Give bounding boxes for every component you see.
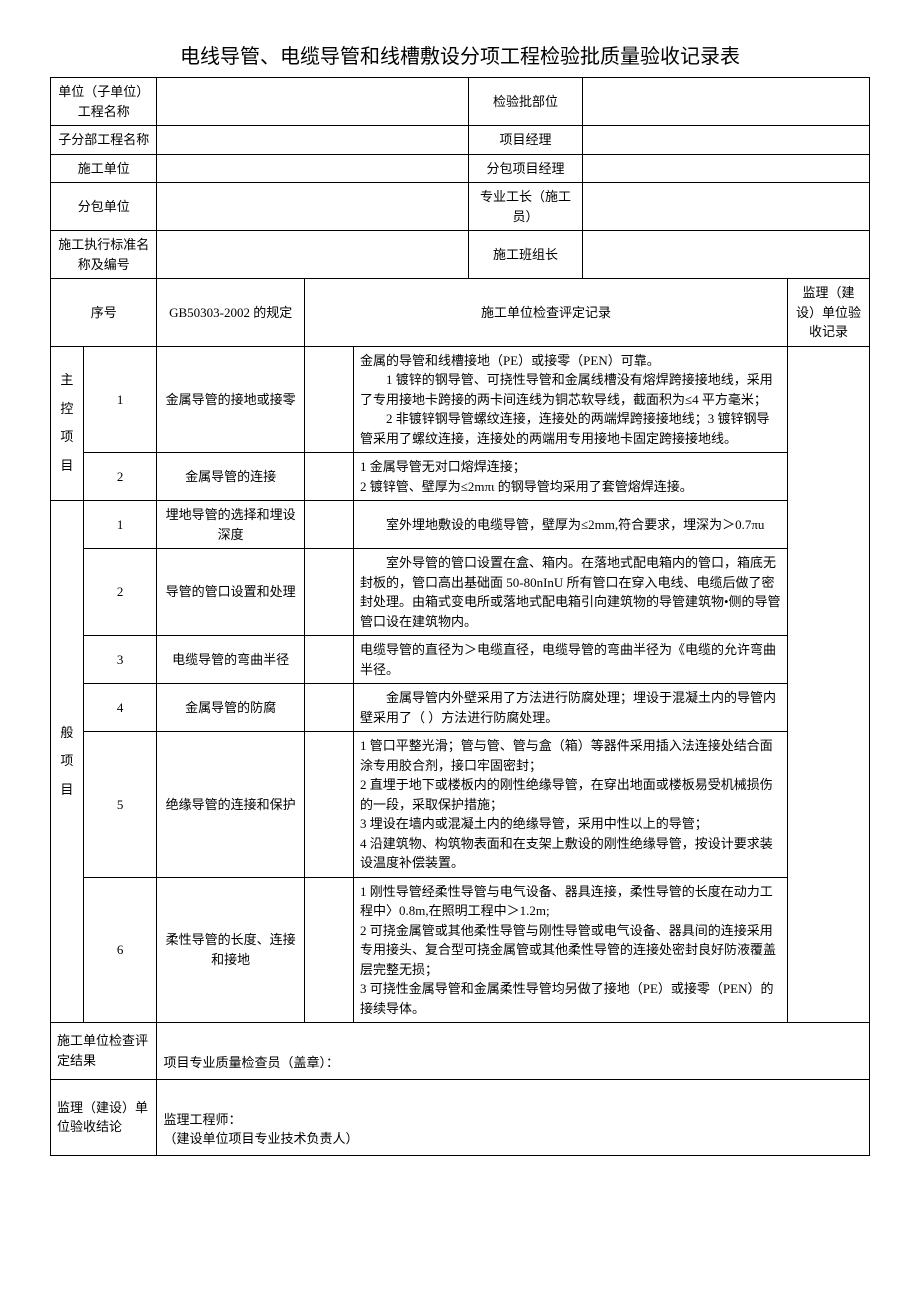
gen-row5-name: 绝缘导管的连接和保护 [157,732,304,878]
value-standard-name [157,231,468,279]
value-unit-project [157,78,468,126]
mc-l4: 目 [57,452,77,481]
gen-row5-blank [304,732,353,878]
label-foreman: 专业工长（施工员） [468,183,583,231]
value-sub-pm [583,154,870,183]
gen-row2-name: 导管的管口设置和处理 [157,549,304,636]
group-general: 般 项 目 [51,501,84,1023]
gen-row2-desc: 室外导管的管口设置在盒、箱内。在落地式配电箱内的管口，箱底无封板的，管口高出基础… [353,549,787,636]
label-pm: 项目经理 [468,126,583,155]
label-batch-location: 检验批部位 [468,78,583,126]
gen-row1-name: 埋地导管的选择和埋设深度 [157,501,304,549]
label-unit-project: 单位（子单位）工程名称 [51,78,157,126]
value-pm [583,126,870,155]
mc-row1-desc: 金属的导管和线槽接地（PE）或接零（PEN）可靠。 1 镀锌的钢导管、可挠性导管… [353,346,787,453]
label-standard-name: 施工执行标准名称及编号 [51,231,157,279]
result-label: 施工单位检查评定结果 [51,1023,157,1080]
gen-row4-num: 4 [83,684,157,732]
gen-row6-blank [304,877,353,1023]
accept-column [788,346,870,1023]
col-accept: 监理（建设）单位验收记录 [788,279,870,347]
mc-l3: 项 [57,423,77,452]
gen-row5-num: 5 [83,732,157,878]
gen-row3-name: 电缆导管的弯曲半径 [157,636,304,684]
label-sub-pm: 分包项目经理 [468,154,583,183]
label-team-leader: 施工班组长 [468,231,583,279]
gen-l1: 般 [57,719,77,748]
gen-row2-num: 2 [83,549,157,636]
mc-row1-name: 金属导管的接地或接零 [157,346,304,453]
label-construction-unit: 施工单位 [51,154,157,183]
value-construction-unit [157,154,468,183]
mc-row2-num: 2 [83,453,157,501]
value-team-leader [583,231,870,279]
label-sub-project: 子分部工程名称 [51,126,157,155]
group-main-control: 主 控 项 目 [51,346,84,501]
gen-row6-desc: 1 刚性导管经柔性导管与电气设备、器具连接，柔性导管的长度在动力工程中〉0.8m… [353,877,787,1023]
gen-row2-blank [304,549,353,636]
gen-row6-num: 6 [83,877,157,1023]
conclusion-label: 监理（建设）单位验收结论 [51,1079,157,1155]
gen-row3-num: 3 [83,636,157,684]
gen-row3-desc: 电缆导管的直径为＞电缆直径，电缆导管的弯曲半径为《电缆的允许弯曲半径。 [353,636,787,684]
gen-row1-blank [304,501,353,549]
mc-row1-num: 1 [83,346,157,453]
col-inspect: 施工单位检查评定记录 [304,279,787,347]
mc-row2-name: 金属导管的连接 [157,453,304,501]
gen-row1-desc: 室外埋地敷设的电缆导管，壁厚为≤2mm,符合要求，埋深为＞0.7πu [353,501,787,549]
value-sub-project [157,126,468,155]
col-standard: GB50303-2002 的规定 [157,279,304,347]
value-batch-location [583,78,870,126]
mc-l2: 控 [57,395,77,424]
mc-l1: 主 [57,366,77,395]
gen-row4-desc: 金属导管内外壁采用了方法进行防腐处理；埋设于混凝土内的导管内壁采用了（ ）方法进… [353,684,787,732]
page-title: 电线导管、电缆导管和线槽敷设分项工程检验批质量验收记录表 [50,40,870,69]
conclusion-sig2: （建设单位项目专业技术负责人） [163,1129,863,1149]
gen-l2: 项 [57,747,77,776]
result-sig: 项目专业质量检查员（盖章）： [157,1023,870,1080]
mc-row2-desc: 1 金属导管无对口熔焊连接； 2 镀锌管、壁厚为≤2mπι 的钢导管均采用了套管… [353,453,787,501]
gen-row3-blank [304,636,353,684]
gen-row5-desc: 1 管口平整光滑；管与管、管与盒（箱）等器件采用插入法连接处结合面涂专用胶合剂，… [353,732,787,878]
mc-row2-blank [304,453,353,501]
value-foreman [583,183,870,231]
gen-row6-name: 柔性导管的长度、连接和接地 [157,877,304,1023]
label-subcontractor: 分包单位 [51,183,157,231]
gen-row4-name: 金属导管的防腐 [157,684,304,732]
conclusion-sig: 监理工程师： （建设单位项目专业技术负责人） [157,1079,870,1155]
record-table: 单位（子单位）工程名称 检验批部位 子分部工程名称 项目经理 施工单位 分包项目… [50,77,870,1156]
conclusion-sig1: 监理工程师： [163,1110,863,1130]
value-subcontractor [157,183,468,231]
mc-row1-blank [304,346,353,453]
gen-l3: 目 [57,776,77,805]
gen-row1-num: 1 [83,501,157,549]
col-seq: 序号 [51,279,157,347]
gen-row4-blank [304,684,353,732]
